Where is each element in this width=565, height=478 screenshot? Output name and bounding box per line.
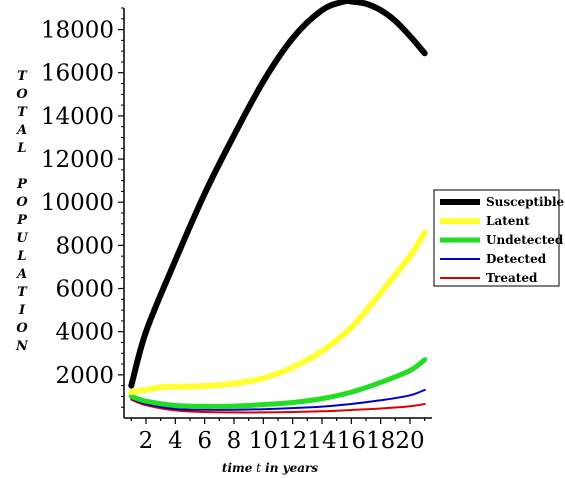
series-line-treated (130, 398, 426, 414)
series-line-detected (130, 388, 426, 411)
y-axis-label-letter: N (15, 339, 29, 354)
x-tick-label: 10 (249, 428, 278, 454)
y-tick-label: 4000 (55, 320, 114, 346)
y-axis-label-letter: O (16, 87, 28, 102)
y-tick-label: 14000 (41, 104, 114, 130)
legend-label-latent: Latent (486, 214, 530, 228)
x-tick-label: 16 (337, 428, 366, 454)
y-tick-label: 12000 (41, 147, 114, 173)
y-tick-label: 2000 (55, 363, 114, 389)
legend: Susceptible Latent Undetected Detected Treat… (433, 189, 565, 287)
x-axis-label: time t in years (222, 461, 318, 475)
series-line-susceptible (128, 0, 428, 389)
x-ticks: 2 4 6 8 10 12 14 16 18 20 (130, 418, 426, 454)
x-tick-label: 14 (307, 428, 336, 454)
y-axis-label-letter: T (17, 285, 28, 300)
series-lines (128, 0, 428, 414)
x-tick-label: 20 (395, 428, 424, 454)
x-axis-label-part: t (252, 461, 261, 475)
series-line-latent (128, 229, 428, 396)
y-axis-label-letter: L (16, 141, 26, 156)
y-axis-label-letter: O (16, 195, 28, 210)
axes (123, 8, 432, 419)
x-axis-label-part: in (261, 461, 278, 475)
y-axis-label-letter: O (16, 321, 28, 336)
y-axis-label-letter: T (17, 105, 28, 120)
y-axis-label-letter: U (16, 231, 28, 246)
y-axis-label-letter: I (18, 303, 26, 318)
y-tick-label: 6000 (55, 277, 114, 303)
x-tick-label: 6 (197, 428, 212, 454)
y-axis-label-letter: P (16, 213, 28, 228)
y-axis-label-letter: A (15, 267, 27, 282)
y-axis-label-letter: P (16, 177, 28, 192)
series-line-undetected (128, 357, 428, 409)
x-tick-label: 2 (139, 428, 154, 454)
legend-label-susceptible: Susceptible (486, 195, 565, 209)
x-axis-label-part: time (222, 461, 253, 475)
y-tick-label: 16000 (41, 61, 114, 87)
y-ticks: 2000 4000 6000 8000 10000 12000 14000 16000 1800… (41, 7, 124, 408)
legend-label-detected: Detected (486, 252, 547, 266)
y-tick-label: 10000 (41, 190, 114, 216)
legend-label-treated: Treated (486, 271, 538, 285)
x-tick-label: 18 (366, 428, 395, 454)
x-tick-label: 8 (227, 428, 242, 454)
y-tick-label: 8000 (55, 233, 114, 259)
y-tick-label: 18000 (41, 18, 114, 44)
x-tick-label: 4 (168, 428, 183, 454)
x-tick-label: 12 (278, 428, 307, 454)
y-axis-label-letter: A (15, 123, 27, 138)
y-axis-label-letter: L (16, 249, 26, 264)
x-axis-label-part: years (278, 461, 318, 475)
legend-label-undetected: Undetected (486, 233, 564, 247)
y-axis-label-letter: T (17, 69, 28, 84)
